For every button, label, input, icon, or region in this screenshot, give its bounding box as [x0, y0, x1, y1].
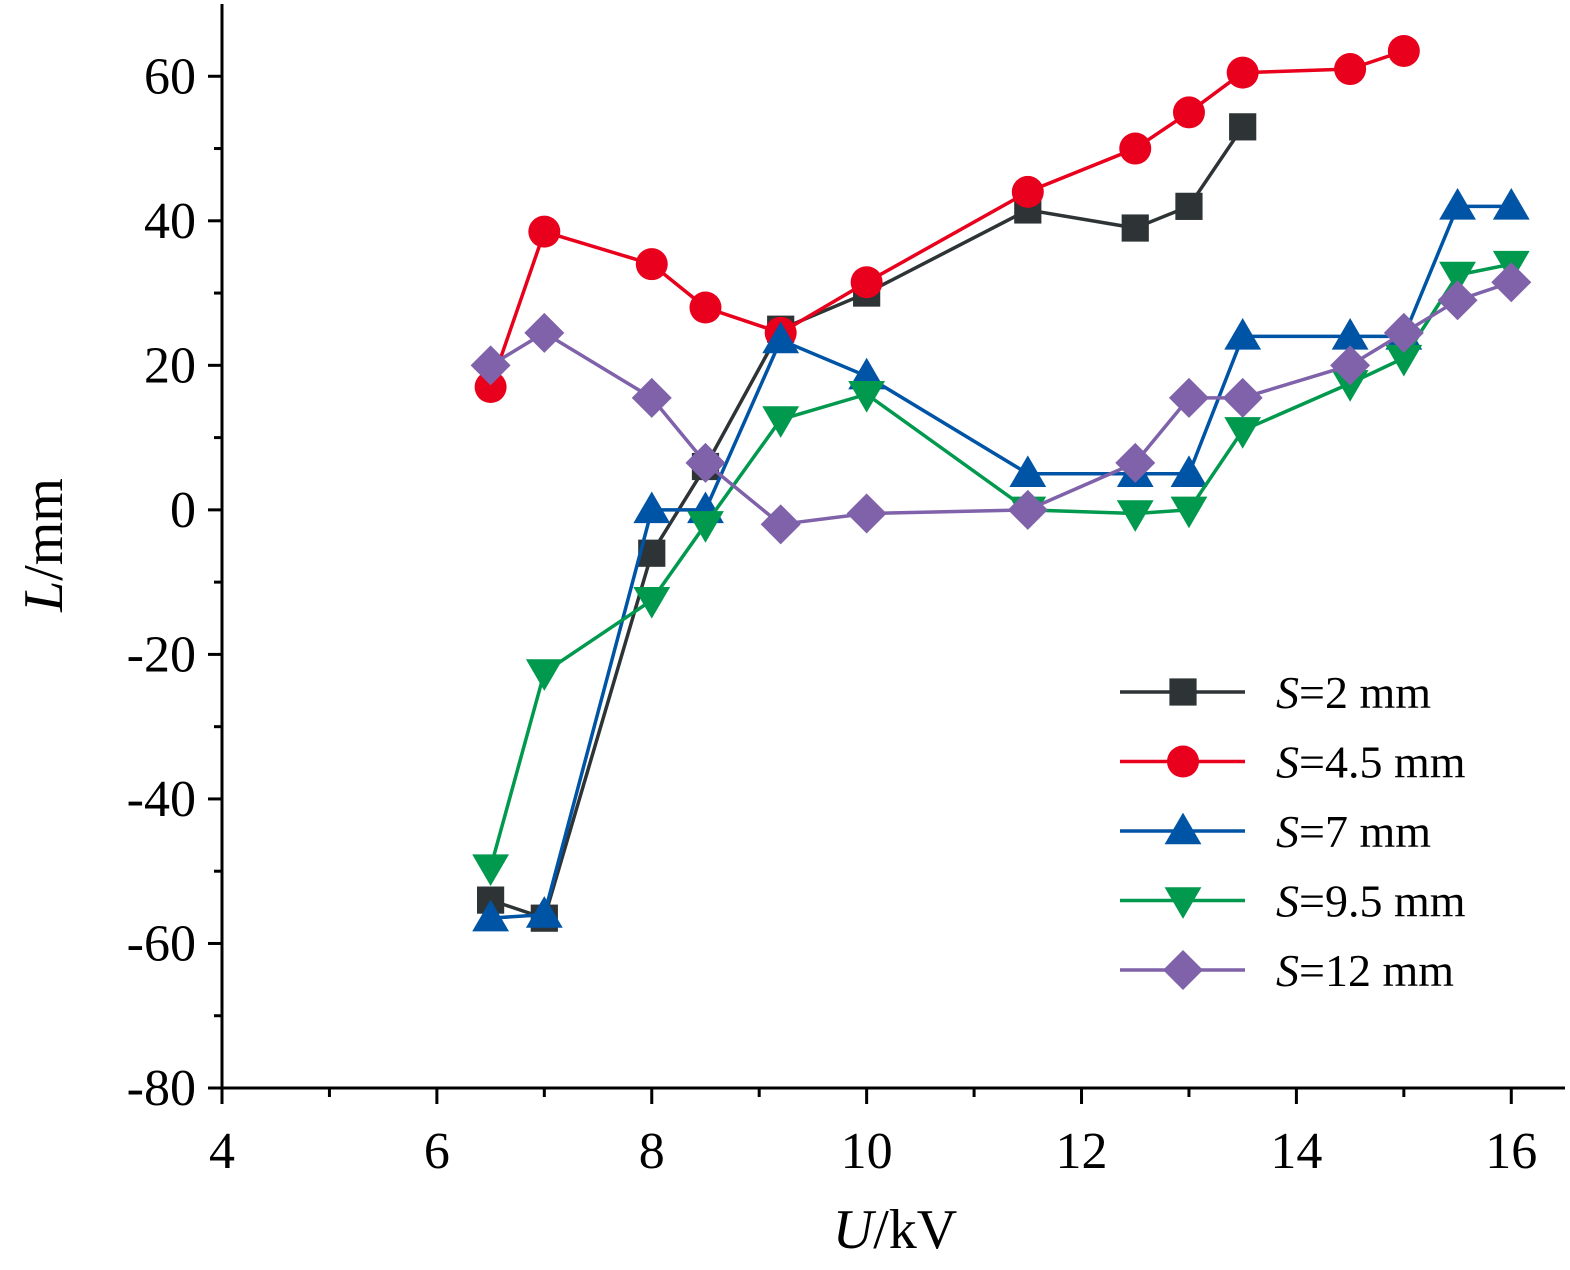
legend-marker: [1167, 745, 1199, 778]
data-point: [848, 380, 886, 413]
legend-item: S=7 mm: [1120, 806, 1431, 857]
data-point: [525, 896, 563, 928]
y-ticks: -80 -60 -40 -20 0 20 40 60: [127, 48, 222, 1117]
data-point: [1172, 96, 1205, 129]
data-point: [1170, 455, 1208, 487]
x-tick-label: 4: [209, 1123, 235, 1180]
x-ticks: 4 6 8 10 12 14 16: [209, 1088, 1537, 1180]
data-point: [1385, 344, 1423, 377]
data-point: [1491, 262, 1532, 303]
data-point: [1439, 261, 1476, 294]
data-point: [633, 491, 671, 524]
data-point: [472, 899, 509, 932]
data-point: [635, 248, 668, 281]
data-point: [1168, 377, 1209, 418]
y-tick-label: 20: [144, 337, 196, 394]
x-tick-label: 16: [1485, 1123, 1537, 1180]
legend-label: S=9.5 mm: [1276, 876, 1466, 927]
legend-label: S=7 mm: [1276, 806, 1431, 857]
legend-marker: [1169, 678, 1197, 706]
legend-item: S=9.5 mm: [1120, 876, 1466, 927]
y-axis-variable: L: [13, 581, 75, 613]
series-line: [490, 125, 1245, 921]
x-tick-label: 6: [424, 1123, 450, 1180]
data-point: [1170, 496, 1208, 529]
series-4: [472, 250, 1530, 886]
data-point: [1009, 455, 1047, 487]
data-point: [470, 345, 511, 386]
data-point: [1437, 280, 1478, 321]
data-point: [633, 586, 671, 619]
data-point: [685, 442, 726, 483]
data-point: [1224, 417, 1262, 449]
data-point: [1439, 187, 1476, 220]
series-2: [474, 34, 1420, 404]
y-tick-label: 60: [144, 48, 196, 105]
x-tick-label: 10: [841, 1123, 893, 1180]
legend-label: S=2 mm: [1276, 667, 1431, 718]
x-tick-label: 14: [1270, 1123, 1322, 1180]
data-point: [1011, 175, 1044, 208]
legend-marker: [1163, 950, 1203, 990]
series-5: [470, 262, 1532, 545]
data-point: [1331, 318, 1369, 350]
data-point: [524, 312, 565, 353]
x-tick-label: 8: [639, 1123, 665, 1180]
data-point: [525, 659, 563, 691]
data-point: [474, 371, 507, 404]
data-point: [1116, 500, 1154, 532]
y-tick-label: -20: [127, 626, 196, 683]
data-point: [1007, 489, 1048, 530]
data-point: [528, 215, 561, 248]
y-tick-label: -80: [127, 1060, 196, 1117]
data-point: [850, 266, 883, 299]
data-point: [762, 406, 800, 438]
y-tick-label: -60: [127, 915, 196, 972]
legend: S=2 mm S=4.5 mm S=7 mm S=9.5 mm S=12 mm: [1120, 667, 1466, 996]
data-point: [762, 321, 800, 354]
legend-label: S=12 mm: [1276, 945, 1454, 996]
legend-item: S=4.5 mm: [1120, 737, 1466, 788]
y-axis-unit: /mm: [13, 478, 75, 581]
legend-marker: [1164, 812, 1202, 845]
data-point: [1115, 442, 1156, 483]
x-tick-label: 12: [1056, 1123, 1108, 1180]
data-point: [846, 493, 887, 534]
data-point: [1226, 56, 1259, 89]
data-point: [1383, 312, 1424, 353]
data-point: [1224, 318, 1262, 350]
data-point: [760, 504, 801, 545]
y-tick-label: 40: [144, 193, 196, 250]
legend-marker: [1164, 887, 1202, 919]
series-layer: [470, 34, 1532, 932]
data-point: [1330, 345, 1371, 386]
data-point: [1387, 34, 1420, 67]
data-point: [689, 291, 722, 324]
data-point: [1334, 53, 1367, 86]
data-point: [1331, 370, 1369, 402]
data-point: [631, 377, 672, 418]
y-tick-label: -40: [127, 771, 196, 828]
y-axis-title: L/mm: [13, 478, 75, 613]
data-point: [1119, 132, 1152, 165]
x-axis-variable: U: [833, 1199, 877, 1261]
data-point: [1121, 214, 1149, 242]
data-point: [1222, 377, 1263, 418]
series-line: [488, 49, 1405, 388]
legend-item: S=12 mm: [1120, 945, 1454, 996]
legend-label: S=4.5 mm: [1276, 737, 1466, 788]
x-axis-title: U/kV: [833, 1199, 957, 1261]
legend-item: S=2 mm: [1120, 667, 1431, 718]
axes: [220, 4, 1565, 1090]
data-point: [472, 854, 509, 886]
x-axis-unit: /kV: [873, 1199, 957, 1261]
data-point: [687, 511, 724, 543]
data-point: [1175, 192, 1203, 220]
data-point: [1229, 113, 1257, 141]
y-tick-label: 0: [170, 482, 196, 539]
data-point: [1492, 187, 1530, 220]
